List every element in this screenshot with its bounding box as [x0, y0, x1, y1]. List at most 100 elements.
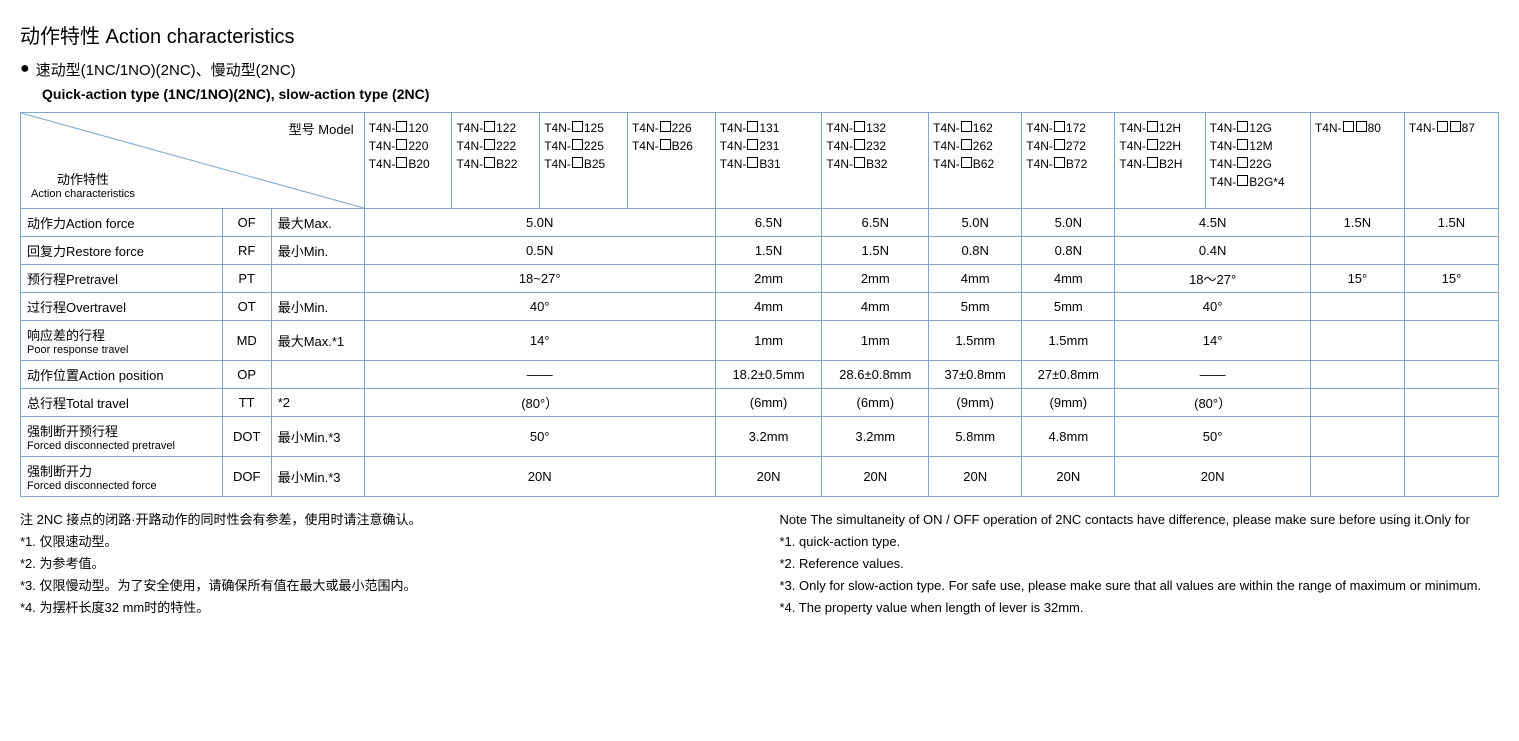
row-condition: 最小Min. [271, 293, 364, 321]
model-col-9: T4N-12GT4N-12MT4N-22GT4N-B2G*4 [1205, 113, 1310, 209]
model-col-0: T4N-120T4N-220T4N-B20 [364, 113, 452, 209]
row-val: 27±0.8mm [1022, 361, 1115, 389]
subtitle-en: Quick-action type (1NC/1NO)(2NC), slow-a… [42, 86, 1499, 102]
row-condition: *2 [271, 389, 364, 417]
row-symbol: DOF [222, 457, 271, 497]
model-col-10: T4N-80 [1310, 113, 1404, 209]
row-val-group1: (80°） [364, 389, 715, 417]
row-val: 1mm [715, 321, 822, 361]
row-label: 响应差的行程Poor response travel [21, 321, 223, 361]
note-line: *1. quick-action type. [780, 531, 1500, 553]
model-col-5: T4N-132T4N-232T4N-B32 [822, 113, 929, 209]
row-val: 3.2mm [715, 417, 822, 457]
row-label: 过行程Overtravel [21, 293, 223, 321]
row-val-group2: 50° [1115, 417, 1311, 457]
row-symbol: OF [222, 209, 271, 237]
row-label: 动作力Action force [21, 209, 223, 237]
table-row: 预行程PretravelPT18~27°2mm2mm4mm4mm18～27°15… [21, 265, 1499, 293]
row-val: 4mm [1022, 265, 1115, 293]
model-col-2: T4N-125T4N-225T4N-B25 [540, 113, 628, 209]
row-val: 3.2mm [822, 417, 929, 457]
row-val: 18.2±0.5mm [715, 361, 822, 389]
row-val-group2: 20N [1115, 457, 1311, 497]
row-val: (9mm) [1022, 389, 1115, 417]
row-val: 1.5N [1310, 209, 1404, 237]
header-model-label: 型号 Model [289, 119, 354, 138]
row-val [1404, 389, 1498, 417]
row-val [1310, 293, 1404, 321]
row-val: (6mm) [822, 389, 929, 417]
row-condition: 最小Min. [271, 237, 364, 265]
row-condition [271, 265, 364, 293]
row-val: 5.0N [1022, 209, 1115, 237]
row-val-group1: 40° [364, 293, 715, 321]
row-val: 6.5N [715, 209, 822, 237]
bullet-icon: ● [20, 59, 30, 78]
row-symbol: MD [222, 321, 271, 361]
row-val: 20N [715, 457, 822, 497]
row-val: 2mm [822, 265, 929, 293]
row-val-group1: 18~27° [364, 265, 715, 293]
row-val-group2: 18～27° [1115, 265, 1311, 293]
row-val [1310, 237, 1404, 265]
row-val: 1.5N [715, 237, 822, 265]
row-val: (6mm) [715, 389, 822, 417]
row-val [1310, 361, 1404, 389]
header-char-label: 动作特性 Action characteristics [31, 169, 135, 200]
model-col-1: T4N-122T4N-222T4N-B22 [452, 113, 540, 209]
table-row: 总行程Total travelTT*2(80°）(6mm)(6mm)(9mm)(… [21, 389, 1499, 417]
notes-section: 注 2NC 接点的闭路·开路动作的同时性会有参差，使用时请注意确认。*1. 仅限… [20, 509, 1499, 619]
row-val: 20N [822, 457, 929, 497]
row-val: 20N [1022, 457, 1115, 497]
row-val: 1.5mm [1022, 321, 1115, 361]
row-condition: 最大Max. [271, 209, 364, 237]
row-val: 1.5N [822, 237, 929, 265]
row-val [1310, 417, 1404, 457]
row-label: 总行程Total travel [21, 389, 223, 417]
notes-cn: 注 2NC 接点的闭路·开路动作的同时性会有参差，使用时请注意确认。*1. 仅限… [20, 509, 740, 619]
note-line: *2. Reference values. [780, 553, 1500, 575]
note-line: *4. The property value when length of le… [780, 597, 1500, 619]
table-row: 过行程OvertravelOT最小Min.40°4mm4mm5mm5mm40° [21, 293, 1499, 321]
row-val [1310, 389, 1404, 417]
table-row: 动作位置Action positionOP——18.2±0.5mm28.6±0.… [21, 361, 1499, 389]
row-val-group2: 40° [1115, 293, 1311, 321]
row-val-group1: 20N [364, 457, 715, 497]
note-line: Note The simultaneity of ON / OFF operat… [780, 509, 1500, 531]
row-val: 6.5N [822, 209, 929, 237]
note-line: 注 2NC 接点的闭路·开路动作的同时性会有参差，使用时请注意确认。 [20, 509, 740, 531]
row-label: 回复力Restore force [21, 237, 223, 265]
row-label: 预行程Pretravel [21, 265, 223, 293]
row-val: 15° [1310, 265, 1404, 293]
row-val-group1: 5.0N [364, 209, 715, 237]
row-condition: 最小Min.*3 [271, 417, 364, 457]
row-val: 5.0N [929, 209, 1022, 237]
table-row: 回复力Restore forceRF最小Min.0.5N1.5N1.5N0.8N… [21, 237, 1499, 265]
model-col-8: T4N-12HT4N-22HT4N-B2H [1115, 113, 1205, 209]
row-val: 28.6±0.8mm [822, 361, 929, 389]
row-val [1404, 293, 1498, 321]
row-val [1404, 417, 1498, 457]
row-val: 4mm [822, 293, 929, 321]
row-symbol: OT [222, 293, 271, 321]
row-symbol: PT [222, 265, 271, 293]
row-symbol: DOT [222, 417, 271, 457]
row-symbol: TT [222, 389, 271, 417]
note-line: *3. 仅限慢动型。为了安全使用，请确保所有值在最大或最小范围内。 [20, 575, 740, 597]
note-line: *3. Only for slow-action type. For safe … [780, 575, 1500, 597]
row-val: 4mm [715, 293, 822, 321]
table-row: 强制断开预行程Forced disconnected pretravelDOT最… [21, 417, 1499, 457]
row-val-group1: 14° [364, 321, 715, 361]
row-val: 37±0.8mm [929, 361, 1022, 389]
note-line: *2. 为参考值。 [20, 553, 740, 575]
row-val [1404, 361, 1498, 389]
table-row: 动作力Action forceOF最大Max.5.0N6.5N6.5N5.0N5… [21, 209, 1499, 237]
row-val: 1mm [822, 321, 929, 361]
row-val: (9mm) [929, 389, 1022, 417]
row-val-group1: 50° [364, 417, 715, 457]
row-condition: 最小Min.*3 [271, 457, 364, 497]
table-row: 强制断开力Forced disconnected forceDOF最小Min.*… [21, 457, 1499, 497]
row-val: 4.8mm [1022, 417, 1115, 457]
model-col-4: T4N-131T4N-231T4N-B31 [715, 113, 822, 209]
row-val: 15° [1404, 265, 1498, 293]
